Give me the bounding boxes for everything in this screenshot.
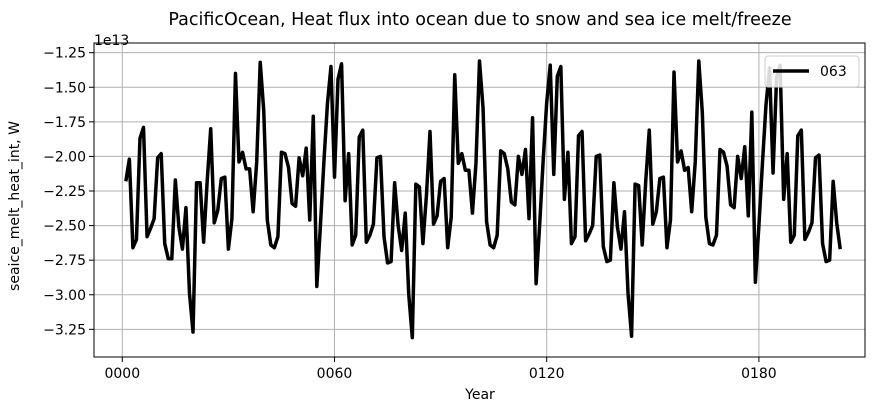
y-tick-label: −1.25	[43, 46, 86, 62]
series-line	[124, 59, 842, 340]
plot-area-border	[93, 42, 866, 358]
y-tick-label: −2.00	[43, 149, 86, 165]
legend: 063	[764, 55, 860, 88]
y-offset-text: 1e13	[94, 33, 129, 49]
y-tick-label: −1.75	[43, 115, 86, 131]
series-layer	[124, 59, 842, 340]
y-axis-label: seaice_melt_heat_int, W	[7, 121, 23, 291]
x-tick-label: 0120	[529, 366, 565, 382]
x-tick-label: 0180	[741, 366, 777, 382]
y-tick-label: −3.25	[43, 322, 86, 338]
y-tick-label: −3.00	[43, 288, 86, 304]
y-tick-label: −2.50	[43, 219, 86, 235]
legend-box	[764, 55, 860, 88]
y-axis-ticks: −3.25 −3.00 −2.75 −2.50 −2.25 −2.00 −1.75 −1.50…	[43, 46, 94, 338]
y-tick-label: −2.25	[43, 184, 86, 200]
axes-frame	[93, 42, 866, 358]
legend-label: 063	[820, 64, 847, 80]
y-tick-label: −2.75	[43, 253, 86, 269]
x-tick-label: 0060	[317, 366, 353, 382]
chart-title: PacificOcean, Heat flux into ocean due t…	[168, 10, 791, 30]
y-tick-label: −1.50	[43, 80, 86, 96]
x-tick-label: 0000	[104, 366, 140, 382]
x-axis-label: Year	[464, 387, 495, 403]
x-axis-ticks: 0000 0060 0120 0180	[104, 357, 777, 382]
